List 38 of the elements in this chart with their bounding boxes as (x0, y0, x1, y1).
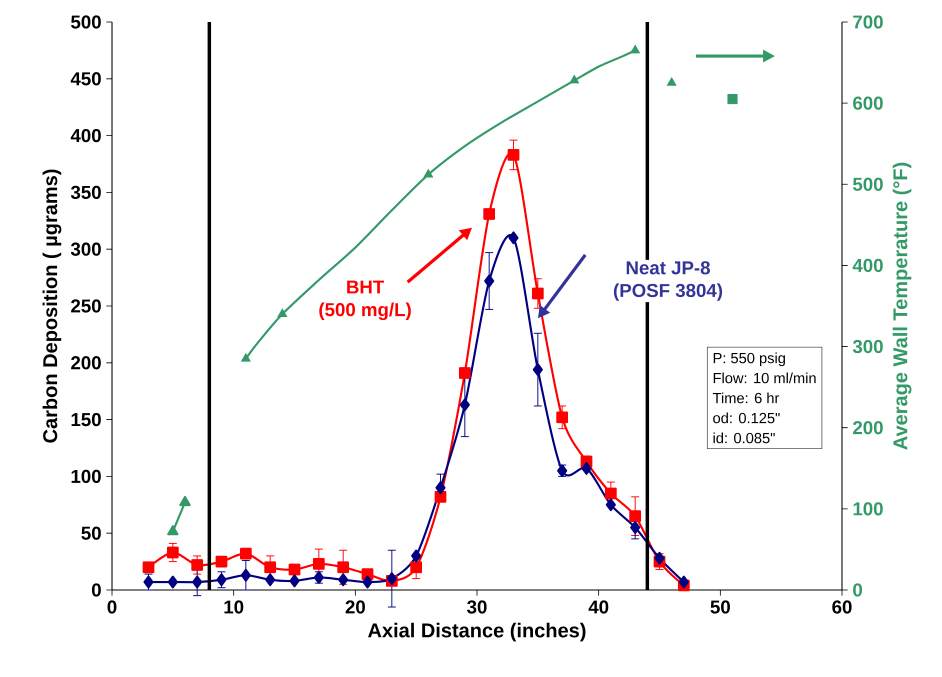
y2-tick-label: 400 (852, 258, 883, 272)
y-tick-label: 100 (72, 470, 101, 483)
y-tick-label: 400 (70, 128, 101, 142)
annotation: od: 0.125" (713, 412, 780, 424)
y2-tick-label: 0 (853, 583, 862, 597)
x-tick-label: 10 (224, 600, 244, 614)
annotation: (POSF 3804) (614, 283, 722, 301)
x-tick-label: 50 (710, 600, 730, 614)
x-tick-label: 30 (467, 600, 487, 614)
y2-axis-title: Average Wall Temperature (°F) (892, 162, 912, 450)
y-axis-title: Carbon Deposition ( µgrams) (42, 170, 62, 443)
x-tick-label: 60 (832, 600, 852, 614)
annotation: id: 0.085" (714, 432, 775, 444)
y-tick-label: 50 (81, 526, 101, 540)
y2-tick-label: 200 (853, 421, 883, 434)
annotation: P: 550 psig (714, 352, 785, 366)
y2-tick-label: 600 (853, 96, 883, 110)
y-tick-label: 200 (71, 356, 101, 370)
annotation: Neat JP-8 (626, 261, 710, 274)
y2-tick-label: 300 (852, 340, 883, 354)
y-tick-label: 350 (70, 186, 101, 200)
x-tick-label: 40 (588, 600, 608, 614)
annotation: Flow: 10 ml/min (714, 372, 816, 384)
annotation: (500 mg/L) (319, 302, 411, 320)
y-tick-label: 450 (70, 72, 101, 86)
x-axis-title: Axial Distance (inches) (368, 622, 586, 642)
y-tick-label: 250 (71, 299, 101, 313)
y-tick-label: 500 (71, 15, 101, 29)
x-tick-label: 20 (346, 600, 365, 614)
y-tick-label: 300 (70, 242, 101, 256)
annotation: BHT (347, 280, 384, 294)
y2-tick-label: 500 (852, 178, 883, 191)
y2-tick-label: 700 (853, 15, 883, 29)
y2-tick-label: 100 (854, 502, 883, 516)
annotation: Time: 6 hr (712, 392, 780, 404)
y-tick-label: 150 (72, 412, 101, 426)
y-tick-label: 0 (92, 583, 101, 597)
x-tick-label: 0 (108, 600, 116, 614)
